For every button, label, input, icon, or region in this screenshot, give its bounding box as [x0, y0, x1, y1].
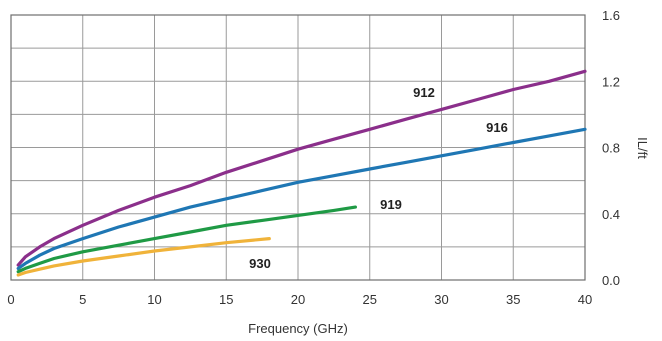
series-label-930: 930 [249, 256, 271, 271]
x-tick-label: 35 [506, 292, 520, 307]
y-axis-title: IL/ft [635, 137, 650, 159]
y-tick-label: 1.2 [602, 74, 620, 89]
x-tick-label: 10 [147, 292, 161, 307]
x-tick-label: 15 [219, 292, 233, 307]
x-tick-label: 40 [578, 292, 592, 307]
x-axis-title: Frequency (GHz) [248, 321, 348, 336]
y-tick-label: 1.6 [602, 8, 620, 23]
series-labels: 912 916 919 930 [249, 85, 508, 271]
x-tick-label: 30 [434, 292, 448, 307]
series-label-916: 916 [486, 120, 508, 135]
x-tick-label: 5 [79, 292, 86, 307]
x-axis-ticks: 0 5 10 15 20 25 30 35 40 [7, 292, 592, 307]
x-tick-label: 0 [7, 292, 14, 307]
series-label-919: 919 [380, 197, 402, 212]
y-tick-label: 0.4 [602, 207, 620, 222]
series-line-930 [16, 237, 271, 277]
series-line-912 [16, 69, 587, 267]
y-axis-ticks: 0.0 0.4 0.8 1.2 1.6 [602, 8, 620, 288]
x-tick-label: 20 [291, 292, 305, 307]
x-tick-label: 25 [363, 292, 377, 307]
grid [10, 15, 586, 280]
y-tick-label: 0.0 [602, 273, 620, 288]
series-label-912: 912 [413, 85, 435, 100]
plot-frame [10, 14, 586, 281]
series-line-919 [16, 205, 357, 274]
series-lines [16, 69, 587, 277]
y-tick-label: 0.8 [602, 141, 620, 156]
series-line-916 [16, 127, 587, 270]
